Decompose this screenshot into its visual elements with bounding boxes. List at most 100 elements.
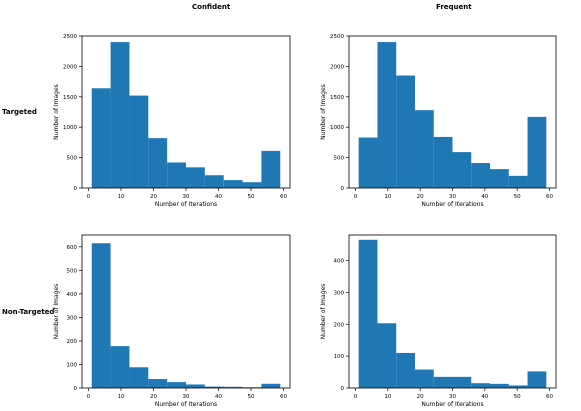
x-tick-label: 20 [417, 194, 424, 200]
histogram-bar [148, 138, 168, 188]
histogram-bar [204, 386, 224, 388]
y-tick-label: 0 [341, 386, 345, 392]
x-tick-label: 10 [384, 394, 391, 400]
y-tick-label: 2000 [330, 64, 344, 70]
histogram-bar [377, 323, 397, 388]
x-tick-label: 20 [150, 394, 157, 400]
histogram-bar [167, 382, 186, 388]
histogram-bar [223, 386, 243, 388]
x-tick-label: 0 [354, 194, 358, 200]
x-tick-label: 30 [449, 394, 456, 400]
histogram-bar [471, 383, 491, 388]
x-tick-label: 40 [481, 194, 488, 200]
y-tick-label: 400 [334, 259, 345, 265]
histogram-bar [433, 136, 453, 188]
y-tick-label: 100 [67, 362, 78, 368]
histogram-panel-2: 0 10 20 30 40 50 60 0 500 1000 1500 2000 2500 Number … [320, 34, 557, 208]
row-title-targeted: Targeted [2, 108, 37, 116]
histogram-bar [414, 110, 434, 188]
histogram-bar [396, 75, 415, 188]
histogram-bar [433, 376, 453, 388]
y-tick-label: 2000 [63, 64, 77, 70]
histogram-bar [261, 150, 281, 188]
y-axis-label: Number of Images [320, 84, 327, 140]
y-tick-label: 300 [67, 315, 78, 321]
y-axis-label: Number of Images [320, 284, 327, 340]
x-tick-label: 0 [87, 194, 91, 200]
y-axis-label: Number of Images [53, 284, 60, 340]
histogram-bar [129, 367, 149, 388]
x-tick-label: 60 [280, 394, 287, 400]
histogram-bar [396, 352, 415, 388]
x-tick-label: 40 [215, 394, 222, 400]
histogram-panel-1: 0 10 20 30 40 50 60 0 500 1000 1500 2000 2500 Number … [53, 34, 291, 208]
histogram-bar [167, 162, 186, 188]
x-tick-label: 60 [280, 194, 287, 200]
histogram-bar [204, 175, 224, 188]
y-tick-label: 0 [341, 186, 345, 192]
x-tick-label: 10 [384, 194, 391, 200]
x-tick-label: 30 [183, 394, 190, 400]
x-tick-label: 20 [150, 194, 157, 200]
x-axis-label: Number of Iterations [421, 401, 483, 408]
x-tick-label: 10 [118, 194, 125, 200]
histogram-panel-4: 0 10 20 30 40 50 60 0 100 200 300 400 Number of Iter… [320, 234, 557, 408]
y-tick-label: 2500 [63, 34, 77, 40]
y-tick-label: 300 [334, 290, 345, 296]
histogram-bar [129, 95, 149, 188]
histogram-bar [508, 175, 528, 188]
x-axis-label: Number of Iterations [421, 201, 483, 208]
histogram-bar [358, 239, 378, 388]
y-tick-label: 600 [67, 245, 78, 251]
x-tick-label: 0 [87, 394, 91, 400]
x-tick-label: 20 [417, 394, 424, 400]
y-tick-label: 200 [67, 339, 78, 345]
y-axis-label: Number of Images [53, 84, 60, 140]
histogram-bar [186, 384, 205, 388]
y-tick-label: 0 [74, 186, 78, 192]
y-tick-label: 1500 [330, 95, 344, 101]
y-tick-label: 1500 [63, 95, 77, 101]
y-tick-label: 200 [334, 322, 345, 328]
x-tick-label: 10 [118, 394, 125, 400]
x-axis-label: Number of Iterations [155, 201, 217, 208]
x-tick-label: 30 [449, 194, 456, 200]
histogram-bar [358, 137, 378, 188]
column-title-frequent: Frequent [436, 3, 472, 11]
y-tick-label: 0 [74, 386, 78, 392]
y-tick-label: 1000 [63, 125, 77, 131]
histogram-bar [527, 371, 547, 388]
histogram-bar [91, 243, 111, 388]
histogram-bar [471, 163, 491, 188]
row-title-non-targeted: Non-Targeted [2, 308, 55, 316]
x-tick-label: 50 [514, 394, 521, 400]
histogram-bar [223, 180, 243, 188]
column-title-confident: Confident [192, 3, 231, 11]
histogram-bar [490, 383, 509, 388]
y-tick-label: 1000 [330, 125, 344, 131]
x-tick-label: 40 [215, 194, 222, 200]
y-tick-label: 500 [334, 156, 345, 162]
y-tick-label: 500 [67, 156, 78, 162]
histogram-bar [452, 376, 472, 388]
x-tick-label: 60 [546, 194, 553, 200]
x-tick-label: 0 [354, 394, 358, 400]
y-tick-label: 100 [334, 354, 345, 360]
histogram-bar [508, 385, 528, 388]
histogram-bar [148, 379, 168, 388]
x-tick-label: 50 [514, 194, 521, 200]
y-tick-label: 400 [67, 292, 78, 298]
x-tick-label: 50 [248, 194, 255, 200]
x-tick-label: 30 [183, 194, 190, 200]
y-tick-label: 2500 [330, 34, 344, 40]
histogram-bar [261, 383, 281, 388]
histogram-bar [110, 42, 130, 188]
histogram-bar [452, 152, 472, 188]
x-tick-label: 50 [248, 394, 255, 400]
histogram-bar [527, 116, 547, 188]
histogram-bar [377, 42, 397, 188]
x-axis-label: Number of Iterations [155, 401, 217, 408]
histogram-bar [91, 88, 111, 188]
